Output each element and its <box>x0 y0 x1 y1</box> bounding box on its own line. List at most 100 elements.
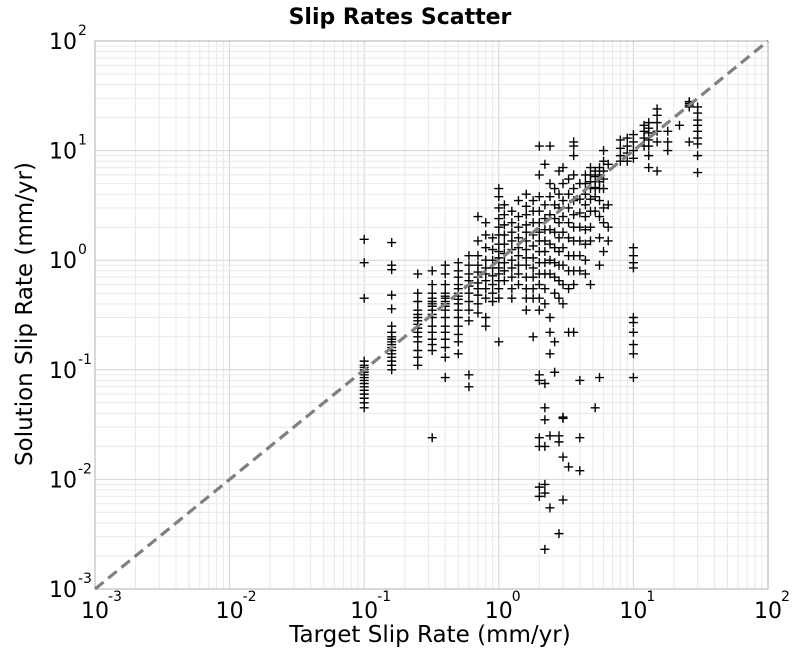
data-point-marker <box>488 245 498 255</box>
data-point <box>464 260 474 270</box>
x-tick-exponent: -1 <box>377 589 391 605</box>
data-point <box>554 529 564 539</box>
data-point-marker <box>575 194 585 204</box>
data-point <box>440 334 450 344</box>
data-point-marker <box>580 200 590 210</box>
data-point-marker <box>534 482 544 492</box>
x-tick-base: 10 <box>485 599 513 624</box>
data-point <box>550 227 560 237</box>
data-point <box>540 403 550 413</box>
data-point <box>534 192 544 202</box>
data-point <box>595 212 605 222</box>
data-point-marker <box>628 263 638 273</box>
data-point <box>580 225 590 235</box>
x-tick-label: 10-3 <box>81 589 122 624</box>
data-point-marker <box>540 544 550 554</box>
y-tick-label: 10 -3 <box>49 571 92 603</box>
data-point <box>534 491 544 501</box>
data-point <box>499 200 509 210</box>
data-point <box>575 236 585 246</box>
data-point-marker <box>521 227 531 237</box>
data-point-marker <box>628 137 638 147</box>
data-point-marker <box>599 184 609 194</box>
data-point-marker <box>599 203 609 213</box>
data-point <box>521 189 531 199</box>
data-point <box>427 266 437 276</box>
data-point <box>528 253 538 263</box>
data-point-marker <box>585 236 595 246</box>
x-tick-exponent: 2 <box>781 589 790 605</box>
data-point-marker <box>513 212 523 222</box>
data-point <box>494 203 504 213</box>
data-point-marker <box>534 305 544 315</box>
data-point <box>453 258 463 268</box>
data-point <box>644 163 654 173</box>
data-point <box>453 349 463 359</box>
data-point-marker <box>599 218 609 228</box>
data-point <box>590 183 600 193</box>
data-point <box>674 120 684 130</box>
data-point-marker <box>507 218 517 228</box>
data-point-marker <box>534 192 544 202</box>
data-point-marker <box>473 212 483 222</box>
data-point <box>513 280 523 290</box>
reference-line-group <box>93 39 770 591</box>
data-point-marker <box>580 225 590 235</box>
data-point <box>545 225 555 235</box>
data-point <box>564 218 574 228</box>
data-point <box>580 200 590 210</box>
data-point <box>534 293 544 303</box>
data-point-marker <box>599 146 609 156</box>
data-point <box>545 431 555 441</box>
data-point-marker <box>569 280 579 290</box>
x-tick-base: 10 <box>754 599 782 624</box>
data-point <box>473 290 483 300</box>
data-point-marker <box>359 234 369 244</box>
data-point <box>545 239 555 249</box>
chart-title: Slip Rates Scatter <box>289 5 512 30</box>
y-tick-exponent: -1 <box>78 352 92 368</box>
data-point <box>663 146 673 156</box>
data-point <box>569 151 579 161</box>
data-point-marker <box>499 210 509 220</box>
data-point <box>507 284 517 294</box>
data-point-marker <box>507 293 517 303</box>
data-point-marker <box>628 153 638 163</box>
data-point-marker <box>599 156 609 166</box>
data-point-marker <box>628 327 638 337</box>
data-point <box>359 403 369 413</box>
data-point-marker <box>575 266 585 276</box>
data-point <box>453 313 463 323</box>
data-point-marker <box>453 321 463 331</box>
data-point <box>540 415 550 425</box>
data-point <box>595 373 605 383</box>
data-point <box>528 263 538 273</box>
data-point-marker <box>693 139 703 149</box>
data-point-marker <box>603 236 613 246</box>
data-point-marker <box>440 313 450 323</box>
data-point-marker <box>554 529 564 539</box>
data-point <box>545 269 555 279</box>
data-point <box>473 308 483 318</box>
data-point-marker <box>564 284 574 294</box>
data-point-marker <box>521 189 531 199</box>
data-point <box>558 196 568 206</box>
data-point-marker <box>473 308 483 318</box>
data-point-marker <box>494 184 504 194</box>
data-point-marker <box>558 243 568 253</box>
data-point-marker <box>639 133 649 143</box>
data-point <box>488 245 498 255</box>
data-point <box>628 146 638 156</box>
data-point-marker <box>513 269 523 279</box>
data-point <box>440 269 450 279</box>
data-point-marker <box>558 413 568 423</box>
data-point-marker <box>644 163 654 173</box>
data-point <box>545 179 555 189</box>
data-point-marker <box>652 166 662 176</box>
data-point-marker <box>427 346 437 355</box>
data-point <box>540 236 550 246</box>
data-point-marker <box>540 403 550 413</box>
data-point <box>413 269 423 279</box>
data-point <box>628 137 638 147</box>
data-point-marker <box>564 462 574 472</box>
